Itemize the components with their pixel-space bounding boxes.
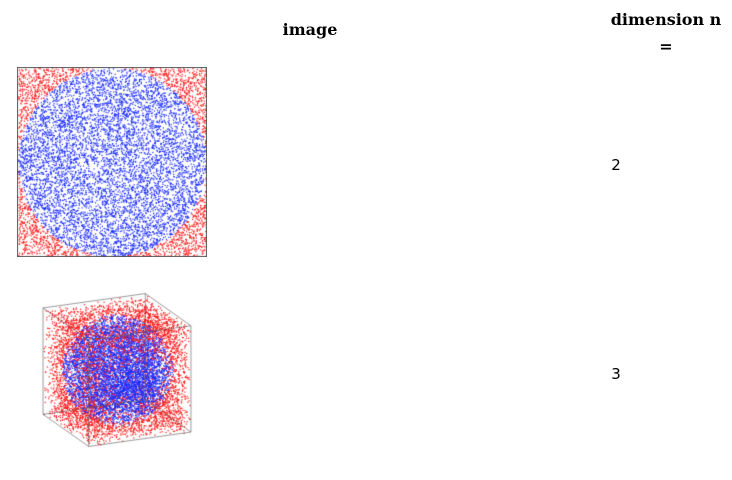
dimension-value-row-1: 2 <box>611 156 621 174</box>
scatter-image-3d <box>12 270 222 470</box>
column-header-dimension: dimension n = <box>610 10 722 56</box>
scatter-image-2d <box>17 67 207 257</box>
column-header-image: image <box>282 20 338 39</box>
dimension-value-row-2: 3 <box>611 365 621 383</box>
